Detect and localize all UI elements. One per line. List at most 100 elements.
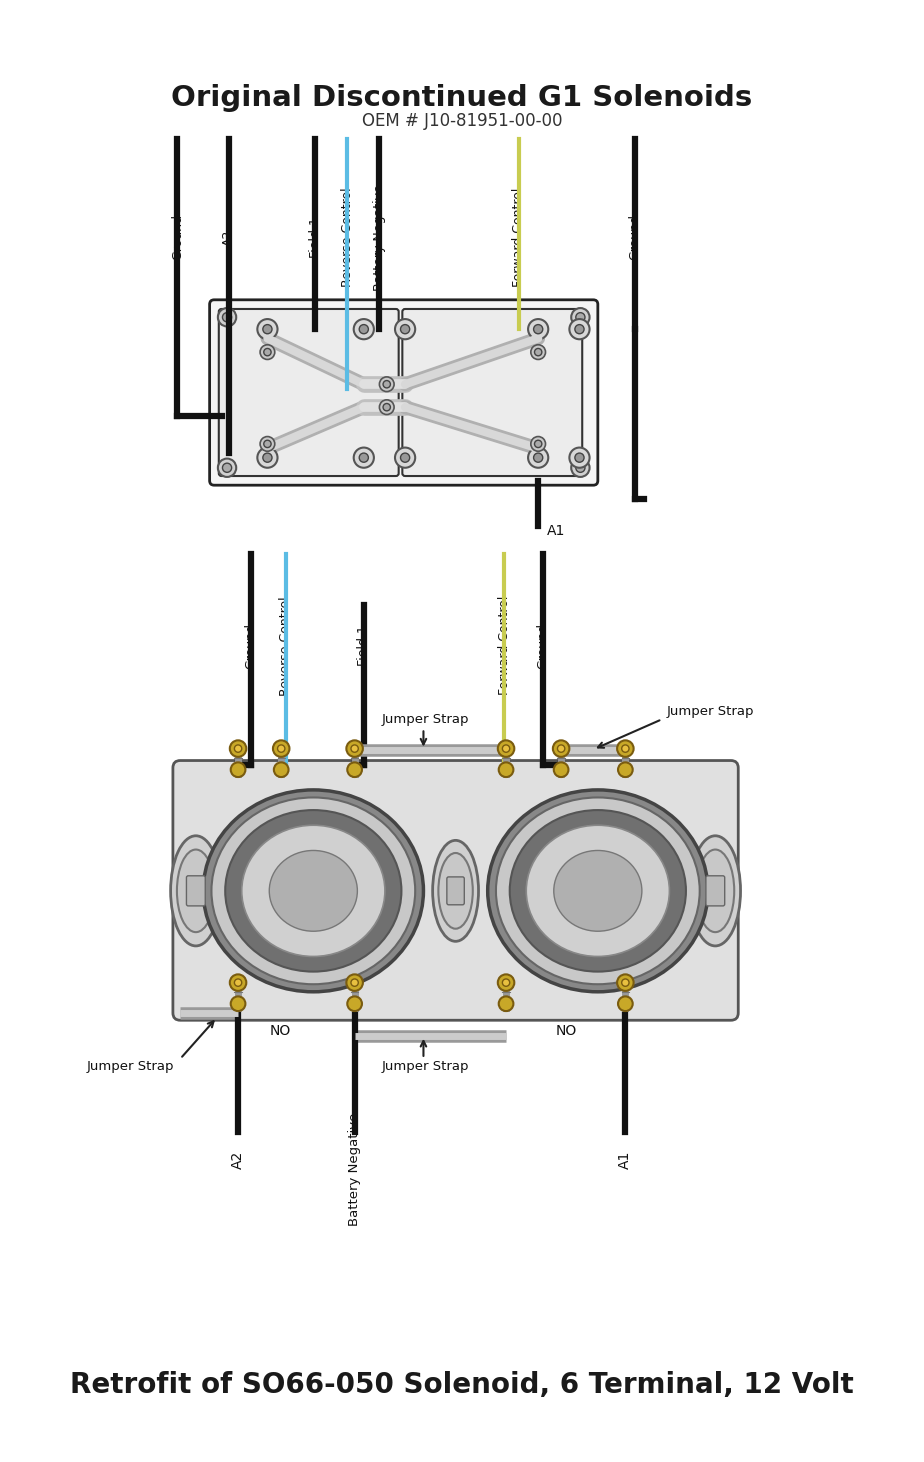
Text: Ground: Ground [245, 623, 258, 668]
Circle shape [622, 746, 629, 753]
Ellipse shape [212, 797, 415, 984]
Text: A2: A2 [231, 1151, 245, 1170]
Ellipse shape [176, 849, 214, 933]
Circle shape [395, 447, 415, 468]
Circle shape [575, 453, 584, 462]
Text: Forward Control: Forward Control [498, 596, 511, 696]
Circle shape [534, 440, 541, 447]
Circle shape [223, 313, 232, 322]
Circle shape [400, 325, 409, 333]
FancyBboxPatch shape [173, 760, 738, 1020]
Ellipse shape [510, 810, 686, 972]
Text: NO: NO [556, 1025, 578, 1038]
Ellipse shape [203, 789, 423, 991]
Circle shape [400, 453, 409, 462]
Text: Battery Negative: Battery Negative [373, 184, 386, 291]
Circle shape [260, 345, 274, 360]
Circle shape [277, 746, 285, 753]
Circle shape [346, 974, 363, 991]
Text: NO: NO [270, 1025, 291, 1038]
FancyBboxPatch shape [447, 877, 464, 905]
Ellipse shape [438, 852, 473, 928]
Circle shape [530, 437, 545, 452]
Circle shape [263, 440, 271, 447]
Circle shape [383, 380, 391, 387]
Circle shape [395, 319, 415, 339]
Ellipse shape [488, 789, 708, 991]
Circle shape [576, 463, 585, 472]
Circle shape [498, 740, 515, 757]
Circle shape [575, 325, 584, 333]
Circle shape [380, 377, 394, 392]
Circle shape [351, 746, 359, 753]
Circle shape [263, 348, 271, 355]
Circle shape [380, 399, 394, 415]
Ellipse shape [690, 836, 740, 946]
Circle shape [569, 447, 590, 468]
Circle shape [617, 740, 634, 757]
Circle shape [499, 762, 514, 776]
Circle shape [231, 997, 246, 1012]
Text: Field 1: Field 1 [309, 216, 322, 257]
Text: Field 1: Field 1 [358, 626, 371, 667]
Text: Forward Control: Forward Control [513, 187, 526, 287]
Ellipse shape [496, 797, 699, 984]
Text: Retrofit of SO66-050 Solenoid, 6 Terminal, 12 Volt: Retrofit of SO66-050 Solenoid, 6 Termina… [70, 1371, 854, 1399]
Circle shape [503, 746, 510, 753]
Circle shape [273, 740, 289, 757]
Ellipse shape [553, 851, 642, 931]
Text: Original Discontinued G1 Solenoids: Original Discontinued G1 Solenoids [171, 85, 753, 113]
Text: Jumper Strap: Jumper Strap [86, 1060, 174, 1073]
Text: A2: A2 [223, 230, 236, 246]
Circle shape [618, 762, 633, 776]
Circle shape [571, 308, 590, 326]
FancyBboxPatch shape [219, 308, 398, 477]
Ellipse shape [242, 825, 385, 956]
Ellipse shape [527, 825, 669, 956]
Circle shape [218, 459, 237, 477]
Circle shape [230, 974, 247, 991]
Text: Battery Negative: Battery Negative [348, 1113, 361, 1225]
Circle shape [534, 348, 541, 355]
Circle shape [530, 345, 545, 360]
Ellipse shape [697, 849, 735, 933]
Circle shape [258, 447, 277, 468]
FancyBboxPatch shape [402, 308, 582, 477]
Circle shape [571, 459, 590, 477]
Ellipse shape [171, 836, 221, 946]
Circle shape [533, 325, 542, 333]
Circle shape [223, 463, 232, 472]
Circle shape [618, 997, 633, 1012]
Circle shape [503, 980, 510, 987]
Circle shape [262, 325, 272, 333]
FancyBboxPatch shape [210, 300, 598, 485]
Circle shape [274, 762, 288, 776]
Circle shape [258, 319, 277, 339]
Circle shape [359, 453, 369, 462]
Text: Jumper Strap: Jumper Strap [666, 705, 754, 718]
Circle shape [557, 746, 565, 753]
Circle shape [499, 997, 514, 1012]
Circle shape [569, 319, 590, 339]
Text: Reverse Control: Reverse Control [279, 596, 292, 696]
Circle shape [359, 325, 369, 333]
Text: Jumper Strap: Jumper Strap [382, 1060, 469, 1073]
Text: A1: A1 [547, 523, 565, 538]
Circle shape [617, 974, 634, 991]
Ellipse shape [432, 841, 479, 942]
Circle shape [533, 453, 542, 462]
Circle shape [576, 313, 585, 322]
Circle shape [498, 974, 515, 991]
Circle shape [529, 319, 548, 339]
Ellipse shape [269, 851, 358, 931]
Circle shape [218, 308, 237, 326]
Ellipse shape [225, 810, 401, 972]
Circle shape [354, 319, 374, 339]
Text: Reverse Control: Reverse Control [341, 187, 354, 287]
Circle shape [553, 740, 569, 757]
Circle shape [347, 762, 362, 776]
Circle shape [383, 404, 391, 411]
Circle shape [553, 762, 568, 776]
Circle shape [235, 746, 242, 753]
Circle shape [347, 997, 362, 1012]
